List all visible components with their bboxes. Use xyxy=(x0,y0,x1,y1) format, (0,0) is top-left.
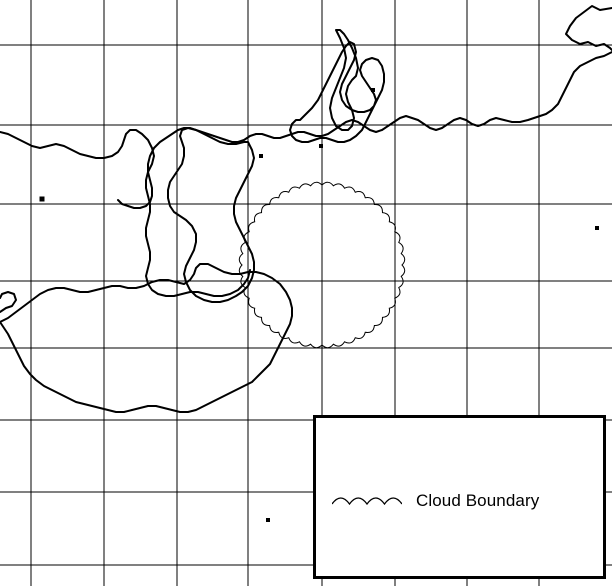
island-dot-east xyxy=(595,226,599,230)
coastline-china-coast-south-edge xyxy=(0,291,17,313)
cloud-boundary-symbol-icon xyxy=(332,497,402,506)
island-dot-mid-north xyxy=(259,154,263,158)
coastline-china-landmass-southwest xyxy=(0,263,293,413)
coastline-layer xyxy=(0,5,612,413)
coastline-china-east-coast xyxy=(0,129,251,297)
coastline-honshu-inland-peninsula xyxy=(329,29,359,131)
island-dot-honshu-south xyxy=(319,144,323,148)
coastline-northeast-coast-main xyxy=(117,51,612,209)
island-dot-ryukyu xyxy=(371,88,375,92)
island-dot-center xyxy=(266,518,270,522)
legend-entry-cloud-boundary: Cloud Boundary xyxy=(332,491,539,509)
cloud-boundary-layer xyxy=(238,181,406,349)
coastline-japan-kyushu-shikoku-cluster xyxy=(289,41,385,143)
island-dot-west xyxy=(39,196,45,202)
coastline-korea-peninsula xyxy=(167,127,255,303)
cloud-boundary-region xyxy=(238,181,406,349)
island-layer xyxy=(39,88,599,522)
coastline-northeast-coast-upper xyxy=(565,5,612,51)
legend-panel xyxy=(313,415,606,579)
legend-label-cloud-boundary: Cloud Boundary xyxy=(416,490,540,510)
